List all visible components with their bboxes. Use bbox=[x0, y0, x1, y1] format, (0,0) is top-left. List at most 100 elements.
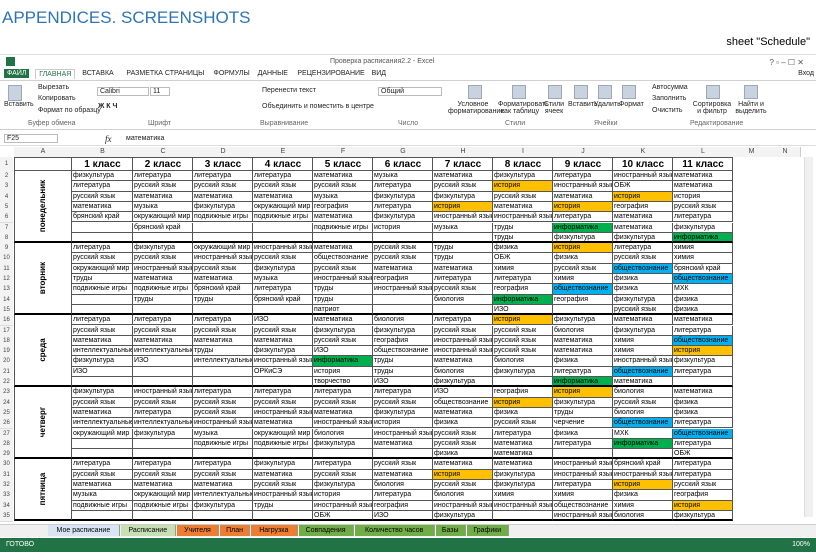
cell[interactable]: русский язык bbox=[553, 263, 613, 274]
cell[interactable]: ОРКиСЭ bbox=[253, 366, 313, 377]
cell[interactable]: русский язык bbox=[72, 397, 133, 408]
cell[interactable]: окружающий мир bbox=[133, 212, 193, 223]
cell[interactable]: обществознание bbox=[553, 284, 613, 295]
cell[interactable]: окружающий мир bbox=[253, 428, 313, 439]
cell[interactable]: информатика bbox=[553, 222, 613, 233]
cell[interactable]: физкультура bbox=[673, 510, 733, 522]
cell[interactable]: интеллектуальные bbox=[193, 490, 253, 501]
cell[interactable]: подвижные игры bbox=[253, 212, 313, 223]
cell[interactable]: литература bbox=[373, 181, 433, 192]
cell[interactable]: физкультура bbox=[72, 387, 133, 398]
cell[interactable]: литература bbox=[553, 480, 613, 491]
cell[interactable]: физкультура bbox=[613, 325, 673, 336]
sheet-tab[interactable]: Базы bbox=[435, 525, 466, 536]
cell[interactable]: иностранный язык bbox=[433, 500, 493, 511]
cell[interactable]: черчение bbox=[553, 418, 613, 429]
cell[interactable]: русский язык bbox=[313, 263, 373, 274]
cell[interactable]: химия bbox=[673, 243, 733, 254]
cell[interactable]: математика bbox=[553, 346, 613, 357]
cell[interactable]: математика bbox=[433, 407, 493, 419]
cell[interactable]: русский язык bbox=[373, 397, 433, 408]
cell[interactable] bbox=[493, 510, 553, 522]
cell[interactable]: иностранный язык bbox=[493, 212, 553, 223]
cell[interactable]: обществознание bbox=[373, 346, 433, 357]
format-as-table[interactable]: Форматировать как таблицу bbox=[498, 101, 549, 115]
delete-cells[interactable]: Удалить bbox=[594, 101, 621, 108]
cell[interactable]: подвижные игры bbox=[313, 222, 373, 233]
cell[interactable] bbox=[553, 449, 613, 460]
cell[interactable]: иностранный язык bbox=[433, 335, 493, 347]
cell[interactable]: музыка bbox=[193, 428, 253, 439]
ribbon-tab[interactable]: ГЛАВНАЯ bbox=[35, 69, 76, 79]
cell[interactable]: география bbox=[493, 284, 553, 295]
cell[interactable]: математика bbox=[133, 480, 193, 491]
cell[interactable]: биология bbox=[553, 325, 613, 336]
cell[interactable]: математика bbox=[193, 191, 253, 202]
cell[interactable]: литература bbox=[72, 459, 133, 470]
cell[interactable]: литература bbox=[313, 387, 373, 398]
cell[interactable] bbox=[253, 232, 313, 244]
cell[interactable]: ИЗО bbox=[313, 346, 373, 357]
cell[interactable]: труды bbox=[253, 500, 313, 511]
cell[interactable]: история bbox=[433, 469, 493, 480]
cell[interactable]: иностранный язык bbox=[553, 469, 613, 480]
cell[interactable]: математика bbox=[433, 356, 493, 367]
cell[interactable]: математика bbox=[133, 335, 193, 347]
cell[interactable]: физика bbox=[553, 253, 613, 264]
cell[interactable]: история bbox=[613, 191, 673, 202]
cell[interactable] bbox=[613, 449, 673, 460]
cell[interactable]: музыка bbox=[133, 201, 193, 213]
cell[interactable]: география bbox=[313, 201, 373, 213]
ribbon-tab[interactable]: ДАННЫЕ bbox=[257, 70, 288, 77]
cell[interactable]: русский язык bbox=[133, 469, 193, 480]
cell-styles[interactable]: Стили ячеек bbox=[543, 101, 565, 115]
cell[interactable]: брянский край bbox=[673, 263, 733, 274]
cell[interactable]: брянский край bbox=[133, 222, 193, 233]
cell[interactable]: математика bbox=[673, 387, 733, 398]
cell[interactable]: труды bbox=[313, 284, 373, 295]
cell[interactable]: математика bbox=[253, 191, 313, 202]
cell[interactable]: физкультура bbox=[373, 212, 433, 223]
cell[interactable]: обществознание bbox=[433, 397, 493, 408]
cell[interactable]: история bbox=[553, 243, 613, 254]
cell[interactable]: биология bbox=[373, 315, 433, 326]
cell[interactable]: подвижные игры bbox=[133, 500, 193, 511]
cell[interactable]: русский язык bbox=[133, 397, 193, 408]
wrap-text[interactable]: Перенести текст bbox=[262, 87, 316, 94]
cell[interactable]: литература bbox=[193, 387, 253, 398]
cell[interactable]: окружающий мир bbox=[193, 243, 253, 254]
cell[interactable] bbox=[373, 304, 433, 316]
cell[interactable]: история bbox=[673, 346, 733, 357]
cell[interactable]: иностранный язык bbox=[193, 253, 253, 264]
cell[interactable]: математика bbox=[493, 201, 553, 213]
cell[interactable]: русский язык bbox=[613, 253, 673, 264]
cell[interactable]: литература bbox=[673, 459, 733, 470]
cell[interactable]: русский язык bbox=[373, 253, 433, 264]
cell[interactable]: информатика bbox=[313, 356, 373, 367]
cell[interactable]: математика bbox=[553, 335, 613, 347]
cell[interactable]: физика bbox=[673, 397, 733, 408]
cell[interactable]: труды bbox=[373, 366, 433, 377]
cell[interactable] bbox=[253, 510, 313, 522]
cell[interactable]: литература bbox=[673, 366, 733, 377]
conditional-format[interactable]: Условное форматирование bbox=[448, 101, 505, 115]
cell[interactable]: ОБЖ bbox=[493, 253, 553, 264]
cell[interactable]: русский язык bbox=[133, 253, 193, 264]
cell[interactable]: физкультура bbox=[313, 325, 373, 336]
cell[interactable] bbox=[253, 449, 313, 460]
cell[interactable]: русский язык bbox=[253, 181, 313, 192]
ribbon-tab[interactable]: РЕЦЕНЗИРОВАНИЕ bbox=[297, 70, 365, 77]
cell[interactable]: литература bbox=[193, 459, 253, 470]
cell[interactable]: русский язык bbox=[313, 335, 373, 347]
cell[interactable]: математика bbox=[72, 335, 133, 347]
cell[interactable]: литература bbox=[493, 274, 553, 285]
cell[interactable]: математика bbox=[673, 181, 733, 192]
cell[interactable]: труды bbox=[493, 222, 553, 233]
cell[interactable]: иностранный язык bbox=[253, 356, 313, 367]
cell[interactable]: литература bbox=[493, 428, 553, 439]
cell[interactable]: физкультура bbox=[613, 232, 673, 244]
cell[interactable]: русский язык bbox=[493, 191, 553, 202]
cell[interactable]: физкультура bbox=[553, 397, 613, 408]
ribbon-tab[interactable]: ВСТАВКА bbox=[82, 70, 114, 77]
cell[interactable]: физкультура bbox=[373, 325, 433, 336]
